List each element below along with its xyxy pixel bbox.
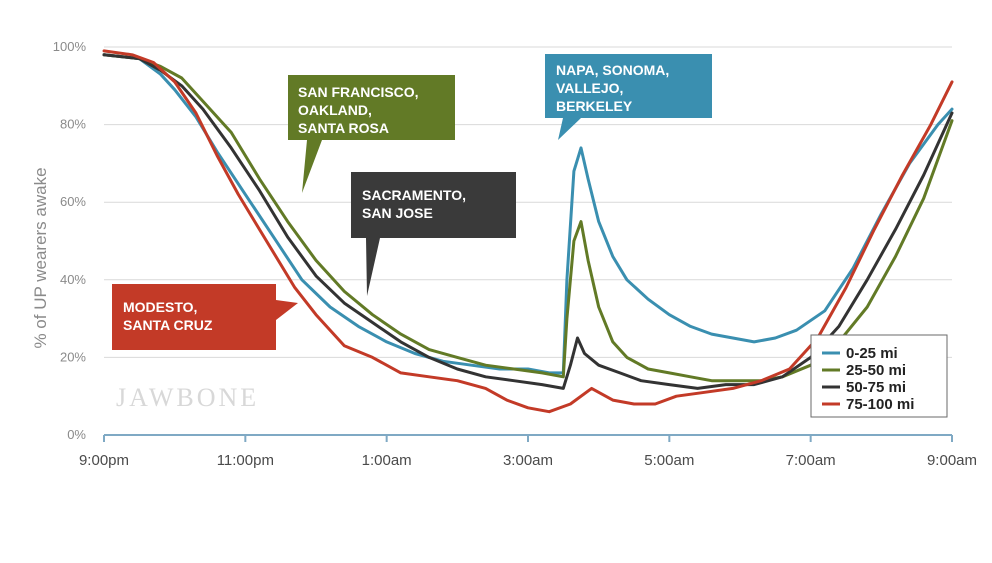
legend-item-75-100: 75-100 mi <box>822 396 914 413</box>
x-tick-label: 7:00am <box>786 452 836 469</box>
callout-line: OAKLAND, <box>298 102 372 118</box>
callout-box-napa <box>545 54 712 140</box>
callout-box-sacramento <box>351 172 516 296</box>
callout-line: SAN FRANCISCO, <box>298 84 419 100</box>
y-axis-label: % of UP wearers awake <box>31 167 50 348</box>
x-tick-label: 11:00pm <box>217 452 274 469</box>
callout-line: VALLEJO, <box>556 80 623 96</box>
y-tick-label: 20% <box>60 349 86 364</box>
legend-item-50-75: 50-75 mi <box>822 379 906 396</box>
x-tick-label: 5:00am <box>644 452 694 469</box>
callout-napa: NAPA, SONOMA, VALLEJO, BERKELEY <box>545 54 712 140</box>
x-tick-label: 9:00pm <box>79 452 129 469</box>
x-axis: 9:00pm 11:00pm 1:00am 3:00am 5:00am 7:00am 9:0… <box>79 434 977 469</box>
callout-line: SANTA ROSA <box>298 120 389 136</box>
callout-line: MODESTO, <box>123 299 197 315</box>
watermark-logo: JAWBONE <box>116 383 259 412</box>
x-tick-label: 3:00am <box>503 452 553 469</box>
legend-label: 50-75 mi <box>846 379 906 396</box>
legend-label: 0-25 mi <box>846 345 898 362</box>
callout-line: SACRAMENTO, <box>362 187 466 203</box>
series-line-3 <box>102 49 954 414</box>
legend: 0-25 mi 25-50 mi 50-75 mi 75-100 mi <box>810 334 948 418</box>
callout-line: NAPA, SONOMA, <box>556 62 669 78</box>
y-tick-label: 40% <box>60 272 86 287</box>
y-axis-ticks: 0% 20% 40% 60% 80% 100% <box>53 39 87 442</box>
legend-label: 75-100 mi <box>846 396 914 413</box>
series-line-0 <box>102 53 954 375</box>
callout-line: SAN JOSE <box>362 205 433 221</box>
callout-sacramento: SACRAMENTO, SAN JOSE <box>351 172 516 296</box>
legend-item-0-25: 0-25 mi <box>822 345 898 362</box>
y-tick-label: 60% <box>60 194 86 209</box>
callout-modesto: MODESTO, SANTA CRUZ <box>112 284 298 350</box>
y-tick-label: 0% <box>67 427 86 442</box>
legend-item-25-50: 25-50 mi <box>822 362 906 379</box>
series-line-2 <box>102 53 954 390</box>
callout-san-francisco: SAN FRANCISCO, OAKLAND, SANTA ROSA <box>288 75 455 193</box>
callout-box-modesto <box>112 284 298 350</box>
x-tick-label: 9:00am <box>927 452 977 469</box>
callout-line: BERKELEY <box>556 98 633 114</box>
y-tick-label: 100% <box>53 39 87 54</box>
series-lines <box>102 49 954 414</box>
x-tick-label: 1:00am <box>362 452 412 469</box>
y-tick-label: 80% <box>60 117 86 132</box>
legend-label: 25-50 mi <box>846 362 906 379</box>
callout-line: SANTA CRUZ <box>123 317 213 333</box>
callout-box-san-francisco <box>288 75 455 193</box>
